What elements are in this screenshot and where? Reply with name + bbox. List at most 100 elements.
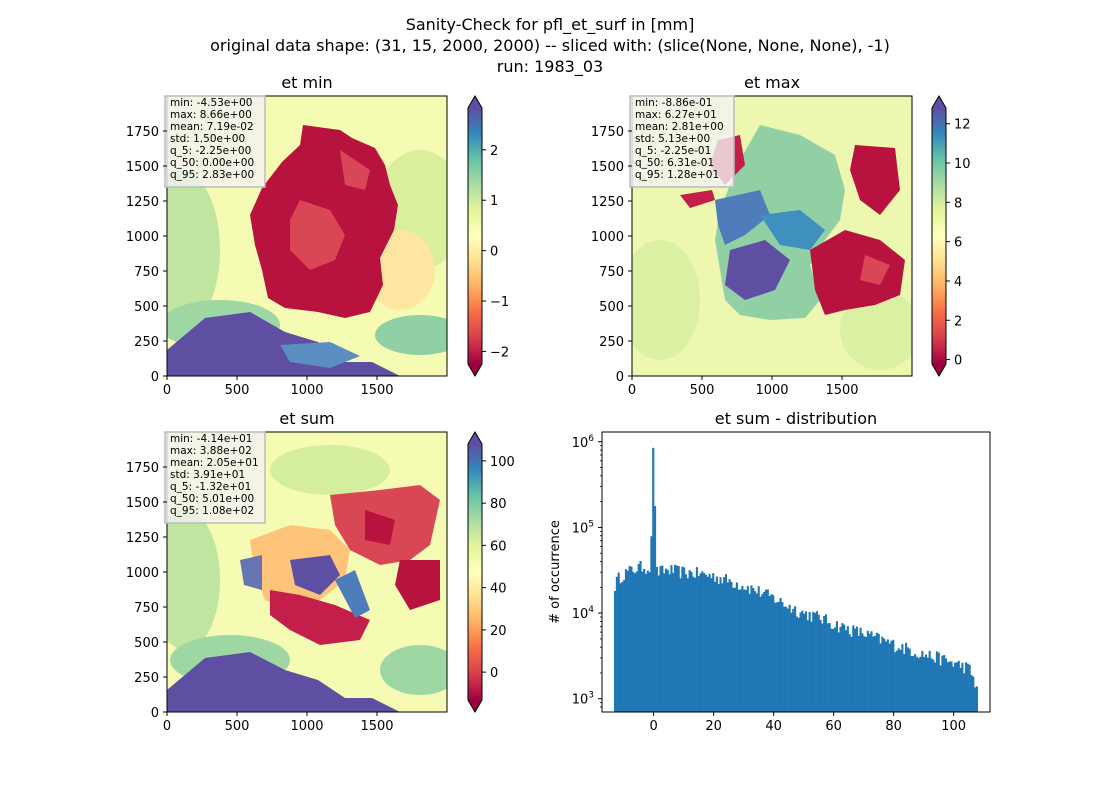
histogram-bar	[846, 626, 849, 712]
colorbar-tick-label: 12	[954, 118, 971, 133]
colorbar-tick-label: 0	[954, 354, 962, 369]
histogram-bar	[806, 620, 809, 712]
histogram-bar	[894, 652, 897, 712]
histogram-bar	[966, 663, 969, 712]
colorbar-tick-label: 6	[954, 236, 962, 251]
histogram-bar	[761, 594, 764, 712]
y-tick-label: 1750	[126, 461, 159, 476]
histogram-bar	[874, 635, 877, 712]
histogram-bar	[723, 576, 726, 712]
histogram-bar	[904, 642, 908, 712]
histogram-bar	[924, 654, 928, 712]
histogram-bar	[808, 612, 811, 712]
histogram-bar	[872, 636, 875, 712]
histogram-bar	[668, 574, 671, 712]
x-tick-label: 1500	[825, 383, 858, 398]
x-ticks: 0 20 40 60 80 100	[649, 712, 966, 734]
histogram-bar	[639, 560, 642, 712]
histogram-bar	[899, 649, 902, 712]
histogram-bar	[923, 656, 926, 712]
y-ticks: 0 250 500 750 1000 1250 1500 1750	[126, 125, 167, 385]
histogram-bar	[694, 577, 697, 712]
histogram-bar	[664, 568, 668, 712]
histogram-bar	[837, 632, 840, 712]
stat-line: min: -4.53e+00	[170, 97, 252, 109]
histogram-bar	[959, 667, 962, 712]
histogram-bar	[739, 589, 742, 712]
colorbar-tick-label: 20	[490, 624, 507, 639]
y-tick-label: 1000	[591, 230, 624, 245]
histogram-bar	[975, 686, 978, 712]
histogram-bar	[697, 576, 700, 712]
histogram-bar	[903, 653, 906, 712]
colorbar-tick-label: 8	[954, 196, 962, 211]
histogram-bar	[812, 611, 815, 712]
colorbar: 100 80 60 40 20 0	[467, 431, 515, 713]
histogram-bar	[759, 596, 762, 712]
histogram-bar	[968, 664, 971, 712]
histogram-bar	[832, 628, 835, 712]
histogram-bar	[684, 574, 688, 712]
histogram-bar	[855, 626, 858, 712]
y-tick-label: 500	[599, 300, 624, 315]
x-tick-label: 500	[225, 719, 250, 734]
histogram-bar	[643, 568, 646, 712]
map-image	[632, 96, 912, 376]
histogram-bar	[699, 573, 702, 712]
histogram-bar	[930, 658, 933, 712]
stat-line: max: 8.66e+00	[170, 109, 252, 121]
x-tick-label: 0	[649, 719, 657, 734]
histogram-bar	[868, 633, 871, 712]
histogram-bar	[817, 614, 820, 712]
histogram-bar	[814, 612, 817, 712]
x-ticks: 0 500 1000 1500	[163, 376, 394, 398]
histogram-bar	[619, 583, 622, 712]
histogram-bar	[726, 582, 729, 712]
histogram-bar	[821, 623, 824, 712]
colorbar-tick-label: 60	[490, 539, 507, 554]
stat-line: max: 3.88e+02	[170, 445, 252, 457]
histogram-bar	[730, 581, 733, 712]
figure-title: Sanity-Check for pfl_et_surf in [mm]	[406, 15, 695, 35]
histogram-bar	[692, 576, 695, 712]
histogram-bar	[932, 659, 935, 712]
histogram-bar	[710, 578, 713, 712]
y-tick-label: 1750	[126, 125, 159, 140]
histogram-bar	[728, 579, 731, 712]
histogram-bar	[844, 630, 848, 712]
histogram-bar	[655, 566, 658, 712]
histogram-bar	[781, 602, 784, 712]
colorbar-tick-label: −2	[490, 345, 509, 360]
histogram-bar	[737, 589, 740, 712]
histogram-bar	[866, 630, 869, 712]
histogram-bar	[954, 662, 957, 712]
histogram-bar	[852, 625, 855, 712]
histogram-bar	[881, 636, 884, 712]
histogram-bar	[628, 565, 631, 712]
histogram-bar	[617, 572, 620, 712]
histogram-bar	[892, 639, 895, 712]
histogram-bar	[724, 574, 728, 712]
histogram-bar	[752, 587, 755, 712]
histogram-bar	[695, 567, 698, 712]
histogram-bar	[861, 633, 864, 712]
y-tick-label: 1250	[126, 531, 159, 546]
y-axis-label: # of occurrence	[548, 520, 563, 624]
histogram-bar	[835, 621, 838, 712]
y-tick-label: 500	[134, 300, 159, 315]
stat-line: mean: 7.19e-02	[170, 121, 254, 133]
colorbar-tick-label: 0	[490, 666, 498, 681]
histogram-bar	[824, 614, 828, 712]
histogram-bar	[784, 606, 788, 712]
histogram-bar	[748, 593, 751, 712]
histogram-bar	[764, 589, 768, 712]
stat-line: q_95: 1.08e+02	[170, 505, 254, 517]
x-tick-label: 1000	[755, 383, 788, 398]
histogram-bar	[741, 585, 744, 712]
histogram-bar	[648, 572, 651, 712]
histogram-bar	[772, 595, 775, 712]
stats-box: min: -4.14e+01 max: 3.88e+02 mean: 2.05e…	[164, 431, 266, 524]
histogram-bar	[841, 623, 844, 712]
histogram-bar	[875, 632, 878, 712]
y-tick-label: 1500	[126, 160, 159, 175]
